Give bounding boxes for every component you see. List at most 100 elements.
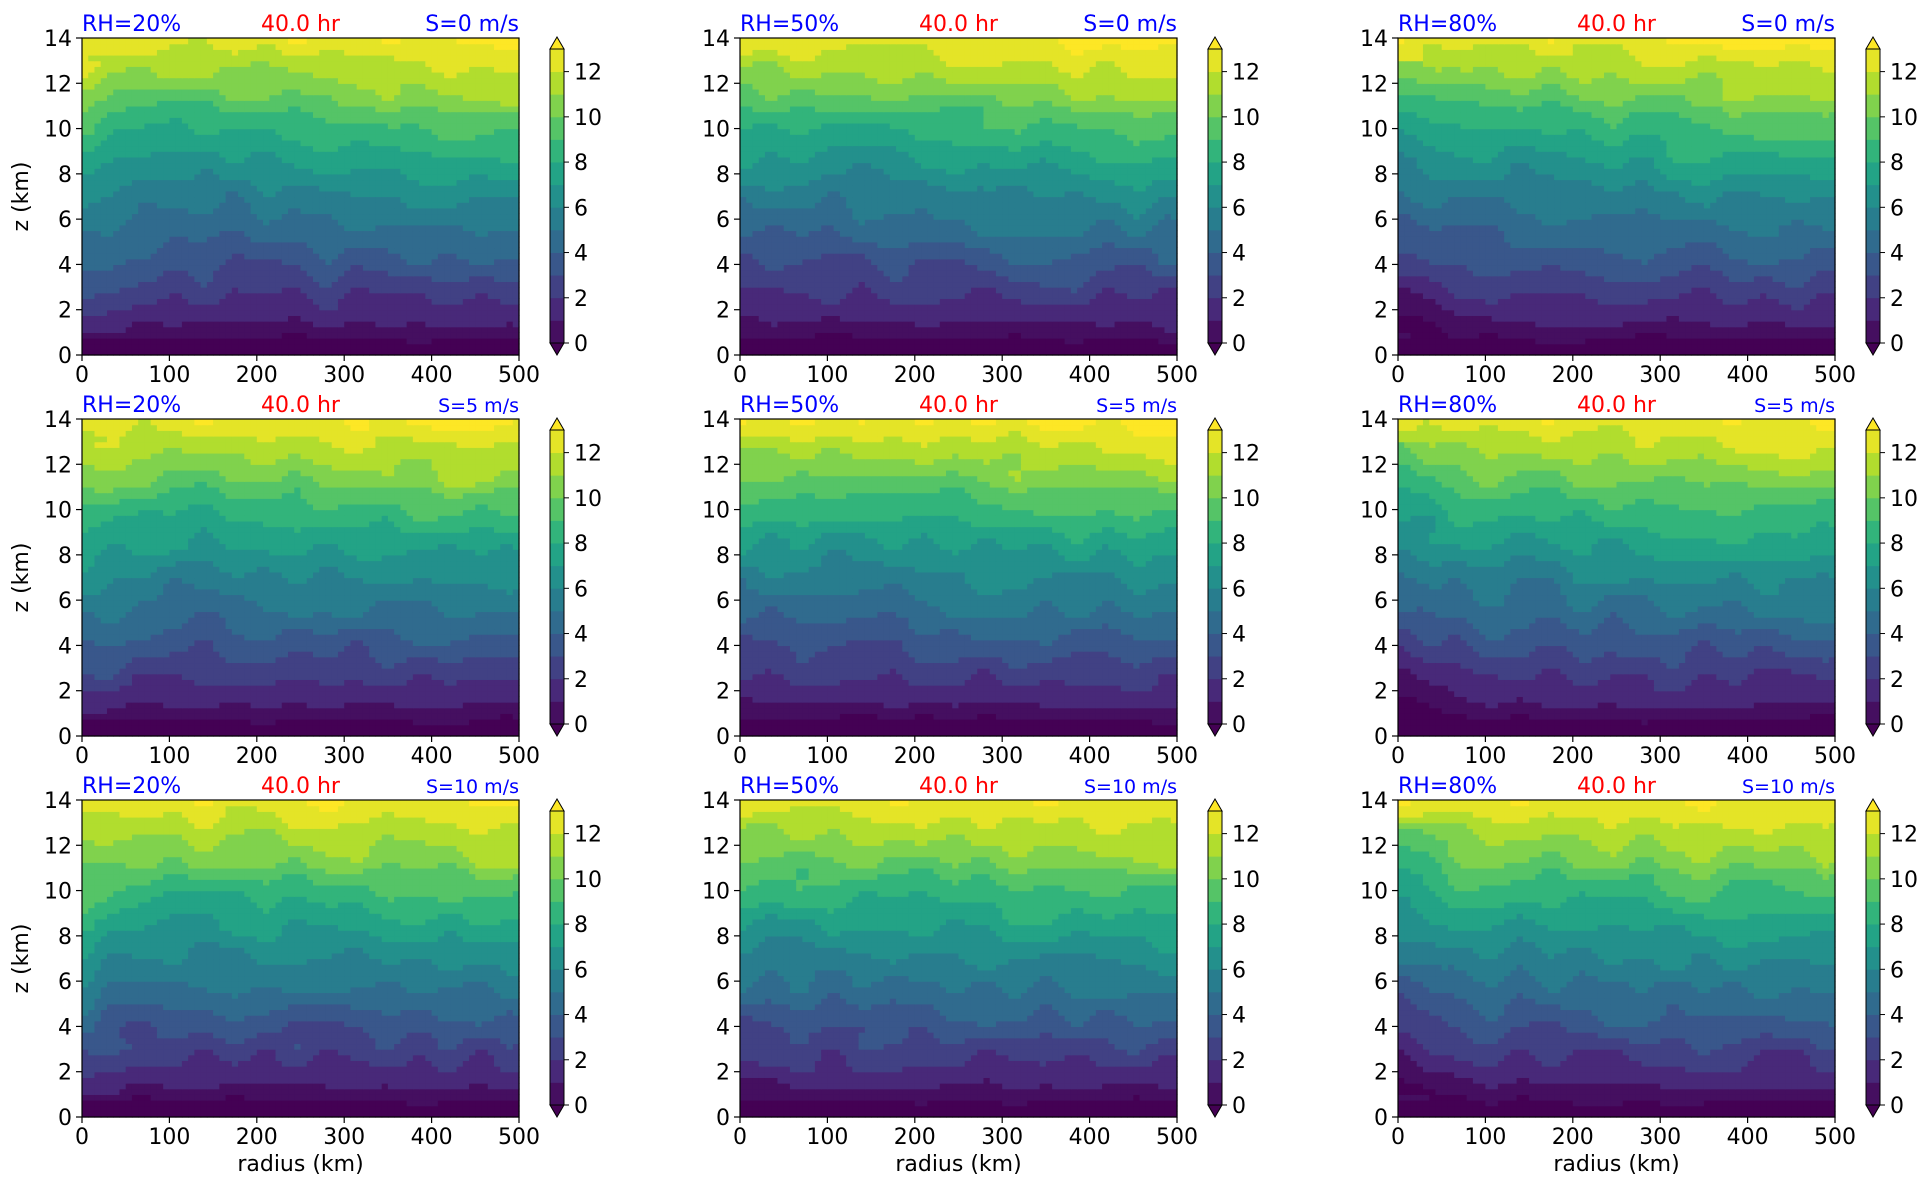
contour-cell <box>151 293 158 299</box>
contour-cell <box>325 236 332 242</box>
contour-cell <box>450 230 457 236</box>
contour-cell <box>188 174 195 180</box>
contour-cell <box>450 327 457 333</box>
contour-cell <box>194 276 201 282</box>
contour-cell <box>450 310 457 316</box>
contour-cell <box>138 321 145 327</box>
contour-cell <box>457 117 464 123</box>
contour-cell <box>113 338 120 344</box>
contour-cell <box>82 298 89 304</box>
contour-cell <box>363 293 370 299</box>
contour-cell <box>507 242 514 248</box>
contour-cell <box>151 276 158 282</box>
contour-cell <box>400 219 407 225</box>
contour-cell <box>382 219 389 225</box>
contour-cell <box>151 117 158 123</box>
contour-cell <box>157 338 164 344</box>
contour-cell <box>219 230 226 236</box>
contour-cell <box>201 236 208 242</box>
contour-cell <box>469 140 476 146</box>
contour-cell <box>388 310 395 316</box>
contour-cell <box>126 304 133 310</box>
contour-cell <box>263 321 270 327</box>
contour-cell <box>450 174 457 180</box>
contour-cell <box>126 219 133 225</box>
contour-cell <box>369 293 376 299</box>
contour-cell <box>276 236 283 242</box>
contour-cell <box>132 230 139 236</box>
contour-cell <box>182 117 189 123</box>
contour-cell <box>251 185 258 191</box>
contour-cell <box>482 180 489 186</box>
contour-cell <box>101 264 108 270</box>
contour-cell <box>444 146 451 152</box>
contour-cell <box>413 146 420 152</box>
contour-cell <box>144 163 151 169</box>
contour-cell <box>119 151 126 157</box>
contour-cell <box>425 219 432 225</box>
contour-cell <box>319 287 326 293</box>
contour-cell <box>138 208 145 214</box>
contour-cell <box>332 264 339 270</box>
contour-cell <box>375 230 382 236</box>
contour-cell <box>313 146 320 152</box>
contour-cell <box>400 338 407 344</box>
contour-cell <box>394 208 401 214</box>
contour-cell <box>425 146 432 152</box>
contour-cell <box>94 157 101 163</box>
contour-cell <box>475 321 482 327</box>
contour-cell <box>444 338 451 344</box>
contour-cell <box>394 163 401 169</box>
contour-cell <box>350 202 357 208</box>
contour-cell <box>450 191 457 197</box>
contour-cell <box>88 338 95 344</box>
contour-cell <box>400 157 407 163</box>
contour-cell <box>288 344 295 350</box>
contour-cell <box>307 157 314 163</box>
contour-cell <box>176 163 183 169</box>
contour-cell <box>226 180 233 186</box>
contour-cell <box>101 270 108 276</box>
contour-cell <box>500 304 507 310</box>
contour-cell <box>263 247 270 253</box>
contour-cell <box>357 293 364 299</box>
contour-cell <box>182 298 189 304</box>
contour-cell <box>213 219 220 225</box>
contour-cell <box>469 219 476 225</box>
contour-cell <box>307 327 314 333</box>
contour-cell <box>82 112 89 118</box>
contour-cell <box>107 129 114 135</box>
contour-cell <box>132 298 139 304</box>
contour-cell <box>444 185 451 191</box>
contour-cell <box>400 264 407 270</box>
contour-cell <box>251 191 258 197</box>
contour-cell <box>94 225 101 231</box>
contour-cell <box>201 281 208 287</box>
contour-cell <box>132 168 139 174</box>
contour-cell <box>119 202 126 208</box>
contour-cell <box>338 185 345 191</box>
contour-cell <box>163 191 170 197</box>
contour-cell <box>463 197 470 203</box>
contour-cell <box>201 140 208 146</box>
contour-cell <box>132 202 139 208</box>
contour-cell <box>332 197 339 203</box>
contour-cell <box>325 253 332 259</box>
contour-cell <box>201 129 208 135</box>
contour-cell <box>369 146 376 152</box>
contour-cell <box>400 134 407 140</box>
contour-cell <box>101 247 108 253</box>
contour-cell <box>188 191 195 197</box>
contour-cell <box>494 129 501 135</box>
contour-cell <box>113 259 120 265</box>
contour-cell <box>394 174 401 180</box>
contour-cell <box>138 191 145 197</box>
contour-cell <box>188 134 195 140</box>
contour-cell <box>188 151 195 157</box>
contour-cell <box>207 180 214 186</box>
contour-cell <box>494 310 501 316</box>
contour-cell <box>507 140 514 146</box>
contour-cell <box>507 230 514 236</box>
contour-cell <box>213 230 220 236</box>
contour-cell <box>457 315 464 321</box>
